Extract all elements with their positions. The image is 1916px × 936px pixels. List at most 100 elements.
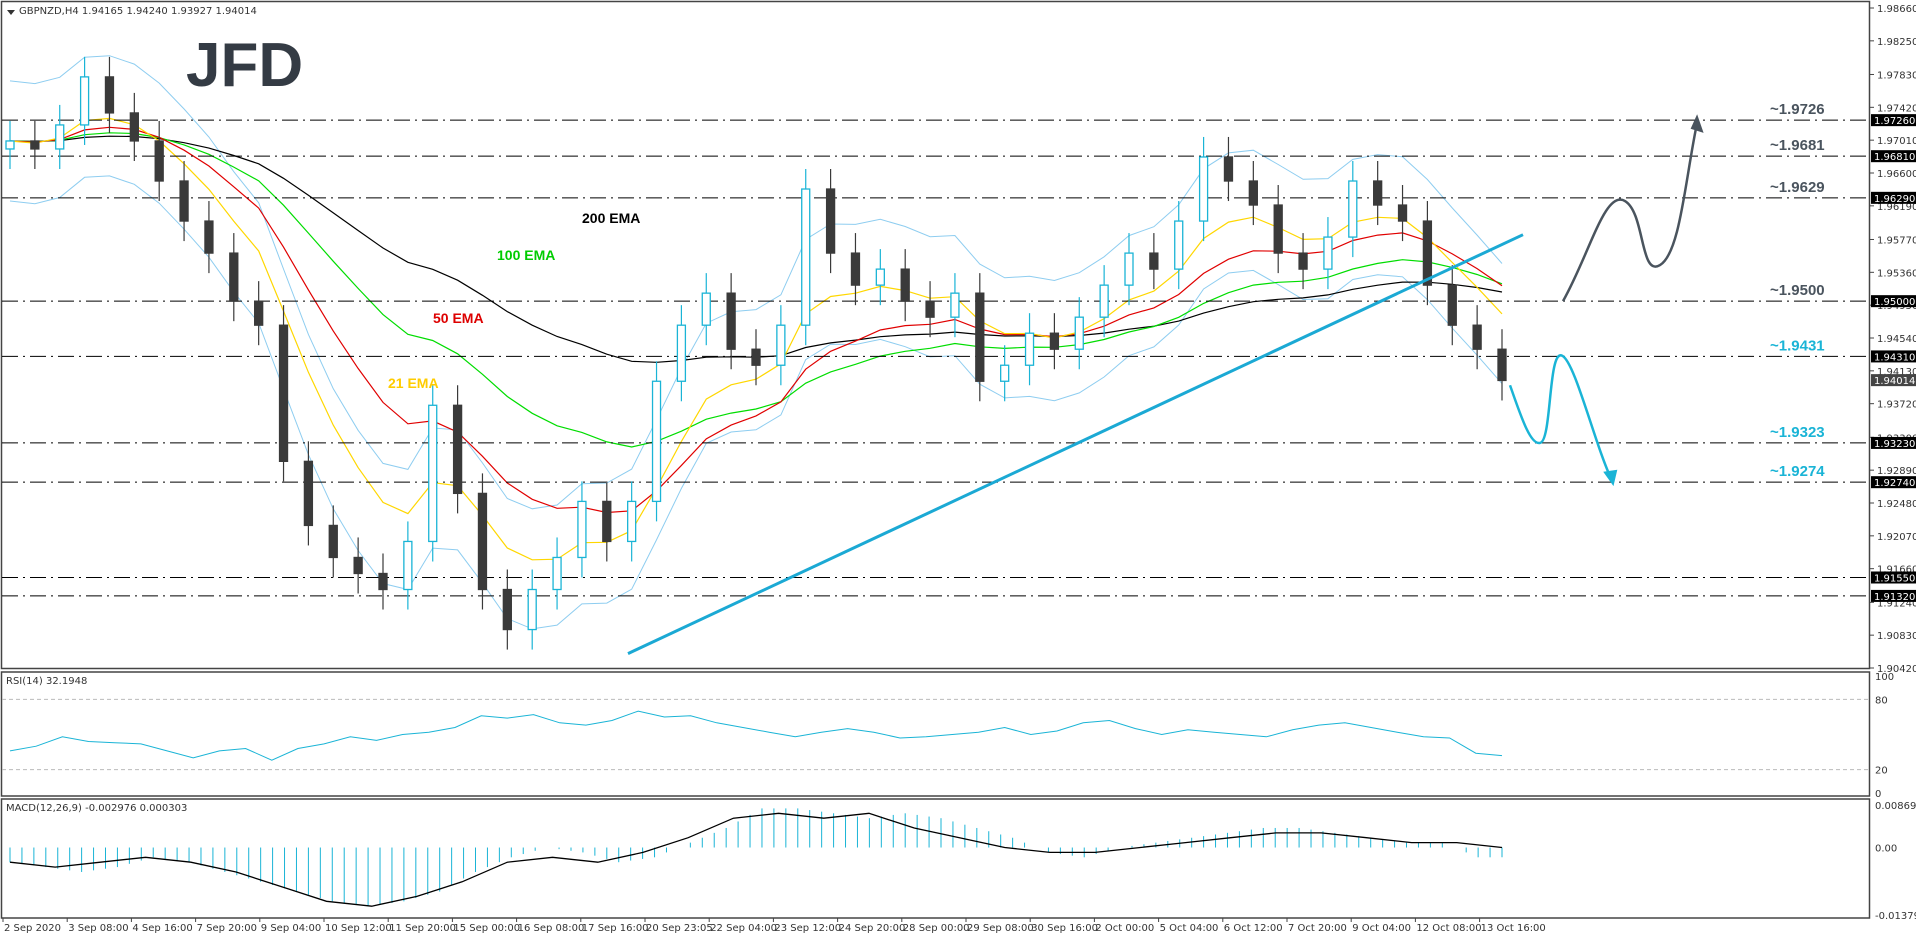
jfd-logo: JFD [186, 31, 303, 100]
bear-candle [179, 180, 189, 222]
bull-candle [1074, 316, 1084, 350]
bear-candle [900, 268, 910, 302]
level-labels: ~1.9726 ~1.9681 ~1.9629 ~1.9500 ~1.9431 ~1.93… [1770, 101, 1825, 480]
level-price-tag: 1.91550 [1874, 573, 1915, 584]
bull-candle [627, 500, 637, 543]
bear-candle [104, 76, 115, 114]
time-tick-label: 2 Oct 00:00 [1095, 923, 1154, 934]
time-tick-label: 10 Sep 12:00 [325, 923, 392, 934]
current-price-tag: 1.94014 [1874, 376, 1915, 387]
horizontal-levels[interactable] [2, 119, 1870, 597]
arrow-head-down-icon [1603, 469, 1618, 487]
bear-candle [1373, 180, 1383, 206]
ema-label: 100 EMA [497, 247, 555, 263]
dropdown-triangle-icon[interactable] [7, 10, 15, 15]
price-tick-label: 1.90420 [1877, 664, 1916, 675]
rsi-title: RSI(14) 32.1948 [6, 676, 87, 687]
bear-candle [1049, 332, 1060, 350]
uptrend-line[interactable] [627, 233, 1524, 655]
bear-candle [452, 404, 463, 495]
macd-tick-label: -0.013798 [1875, 911, 1916, 922]
level-label: ~1.9681 [1770, 137, 1825, 154]
time-tick-label: 7 Oct 20:00 [1288, 923, 1347, 934]
bear-candle [1497, 348, 1507, 382]
bear-candle [502, 588, 512, 631]
bull-candle [701, 292, 711, 326]
bull-candle [875, 268, 885, 286]
macd-tick-label: 0.008695 [1875, 801, 1916, 812]
price-axis: 1.98660 1.98250 1.97830 1.97420 1.97010 1.966… [1870, 4, 1916, 675]
time-tick-label: 6 Oct 12:00 [1224, 923, 1283, 934]
bull-candle [5, 140, 15, 150]
bear-candle [303, 460, 314, 527]
bear-candle [1447, 284, 1457, 326]
bull-candle [776, 324, 786, 366]
bearish-scenario-arrow [1508, 354, 1614, 482]
level-label: ~1.9274 [1770, 463, 1825, 480]
price-tick-label: 1.95770 [1877, 235, 1916, 246]
time-tick-label: 4 Sep 16:00 [132, 923, 192, 934]
scenario-arrows [1508, 114, 1704, 487]
level-price-tag: 1.96290 [1874, 194, 1915, 205]
bear-candle [353, 556, 363, 575]
rsi-panel-frame [0, 671, 1871, 797]
arrow-head-up-icon [1690, 114, 1704, 133]
bear-candle [975, 292, 985, 382]
price-tick-label: 1.94540 [1877, 334, 1916, 345]
trendline[interactable] [627, 233, 1524, 655]
price-tick-label: 1.93720 [1877, 400, 1916, 411]
bear-candle [1273, 204, 1283, 254]
price-tick-label: 1.92480 [1877, 499, 1916, 510]
time-tick-label: 15 Sep 00:00 [453, 923, 520, 934]
ema-labels: 200 EMA 100 EMA 50 EMA 21 EMA [388, 210, 640, 391]
time-axis: 2 Sep 2020 3 Sep 08:00 4 Sep 16:00 7 Sep 20… [2, 918, 1546, 934]
bull-candle [801, 188, 811, 326]
bear-candle [254, 300, 264, 326]
price-tick-label: 1.98660 [1877, 4, 1916, 15]
time-tick-label: 13 Oct 16:00 [1481, 923, 1546, 934]
symbol-header[interactable]: GBPNZD,H4 1.94165 1.94240 1.93927 1.9401… [7, 6, 257, 17]
level-price-tag: 1.97260 [1874, 116, 1915, 127]
time-tick-label: 2 Sep 2020 [4, 923, 61, 934]
time-tick-label: 28 Sep 00:00 [903, 923, 970, 934]
bollinger-upper [9, 55, 1503, 510]
price-tick-label: 1.90830 [1877, 631, 1916, 642]
price-tick-label: 1.97010 [1877, 136, 1916, 147]
price-tick-label: 1.96190 [1877, 202, 1916, 213]
level-price-tag: 1.92740 [1874, 478, 1915, 489]
level-price-tag: 1.96810 [1874, 152, 1915, 163]
bull-candle [651, 380, 662, 503]
bear-candle [1397, 204, 1408, 222]
price-tick-label: 1.98250 [1877, 37, 1916, 48]
price-tick-label: 1.96600 [1877, 169, 1916, 180]
price-tick-label: 1.91660 [1877, 565, 1916, 576]
bull-candle [1348, 180, 1358, 238]
price-tick-label: 1.92890 [1877, 466, 1916, 477]
time-tick-label: 23 Sep 12:00 [774, 923, 841, 934]
rsi-tick-label: 0 [1875, 789, 1881, 800]
time-tick-label: 11 Sep 20:00 [389, 923, 456, 934]
macd-panel: 0.008695 0.00 -0.013798 [9, 801, 1916, 922]
level-label: ~1.9629 [1770, 179, 1825, 196]
bull-candle [577, 500, 587, 559]
candlesticks [5, 56, 1507, 650]
level-label: ~1.9726 [1770, 101, 1825, 118]
bear-candle [1422, 220, 1433, 286]
bull-candle [1198, 156, 1209, 222]
time-tick-label: 5 Oct 04:00 [1160, 923, 1219, 934]
bear-candle [925, 300, 935, 318]
ema50-line [9, 126, 1503, 514]
time-tick-label: 30 Sep 16:00 [1031, 923, 1098, 934]
time-tick-label: 9 Oct 04:00 [1352, 923, 1411, 934]
bear-candle [726, 292, 736, 350]
macd-title: MACD(12,26,9) -0.002976 0.000303 [6, 803, 187, 814]
time-tick-label: 7 Sep 20:00 [197, 923, 257, 934]
bull-candle [1174, 220, 1184, 270]
level-label: ~1.9431 [1770, 337, 1825, 354]
level-price-tag: 1.95000 [1874, 297, 1915, 308]
bull-candle [55, 124, 65, 150]
time-tick-label: 9 Sep 04:00 [261, 923, 321, 934]
price-tick-label: 1.92070 [1877, 532, 1916, 543]
ema-label: 50 EMA [433, 310, 484, 326]
